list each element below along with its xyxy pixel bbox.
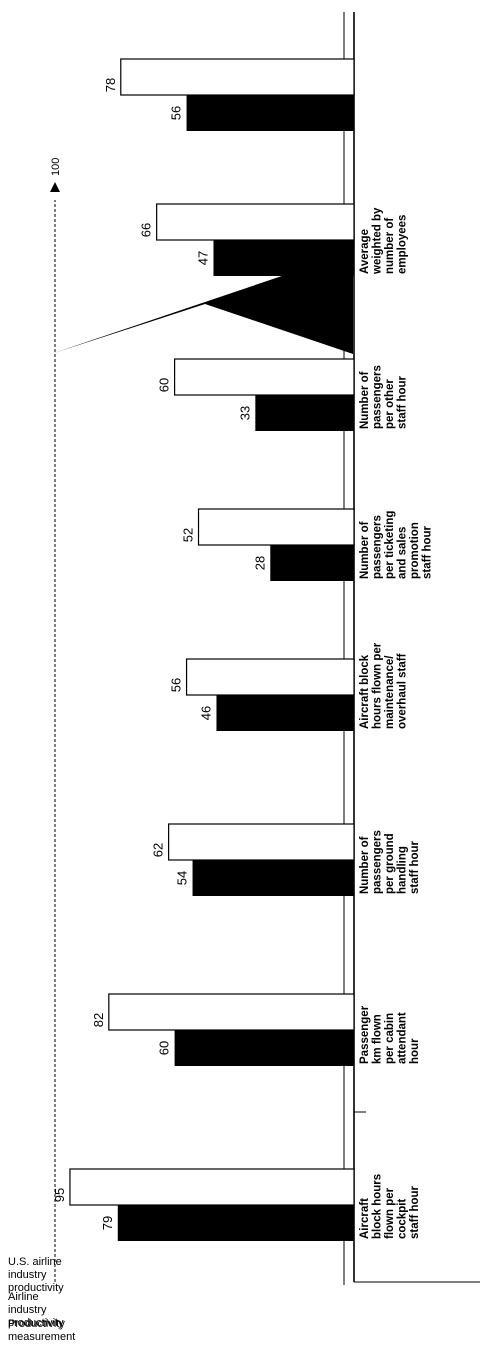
category-label-line: Number of: [359, 371, 371, 429]
data-label-us: 82: [91, 1013, 106, 1027]
bar-us-airline: [108, 993, 355, 1031]
category-label-line: overhaul staff: [397, 653, 409, 729]
data-label-us: 66: [139, 223, 154, 237]
row-label-us: U.S. airline industry productivity: [8, 1256, 78, 1295]
row-label-us-line: industry: [8, 1269, 47, 1281]
data-label-airline: 33: [237, 406, 252, 420]
bar-us-airline: [168, 823, 355, 861]
reference-label: 100: [50, 158, 62, 176]
bar-us-airline: [120, 58, 355, 96]
category-label-line: staff hour: [409, 840, 421, 894]
row-label-airline-line: productivity: [8, 1317, 64, 1329]
category-label-line: Average: [359, 229, 371, 274]
row-label-us-line: U.S. airline: [8, 1256, 62, 1268]
bar-us-airline: [185, 658, 355, 696]
category-label-line: attendant: [397, 1012, 409, 1064]
category-label-line: promotion: [409, 522, 421, 579]
data-label-us: 60: [157, 378, 172, 392]
category-label-line: hour: [409, 1038, 421, 1064]
row-label-us-line: productivity: [8, 1282, 64, 1294]
category-label-line: number of: [384, 218, 396, 274]
category-label-line: and sales: [397, 527, 409, 579]
group-separator-triangle: [51, 252, 353, 354]
category-label-line: maintenance/: [384, 655, 396, 729]
bar-airline-industry: [192, 860, 354, 896]
category-label-line: Passenger: [359, 1005, 371, 1064]
data-label-airline: 79: [100, 1216, 115, 1230]
data-label-airline: 60: [157, 1041, 172, 1055]
category-label-line: cockpit: [397, 1199, 409, 1239]
category-label-line: per ground: [384, 833, 396, 894]
category-label-line: hours flown per: [372, 642, 384, 729]
data-label-us: 78: [103, 78, 118, 92]
bar-airline-industry: [270, 545, 354, 581]
bar-us-airline: [69, 1168, 355, 1206]
row-label-measure-line: Productivity: [8, 1318, 65, 1330]
bar-airline-industry: [186, 95, 354, 131]
bar-us-airline: [174, 358, 355, 396]
data-label-airline: 28: [252, 556, 267, 570]
bar-airline-industry: [216, 695, 354, 731]
category-label-line: flown per: [384, 1187, 396, 1239]
data-label-us: 62: [151, 843, 166, 857]
bar-airline-industry: [117, 1205, 354, 1241]
category-label-line: weighted by: [372, 207, 384, 275]
category-label-line: employees: [397, 215, 409, 274]
category-label-line: Number of: [359, 521, 371, 579]
category-label-line: passengers: [372, 830, 384, 894]
category-label-line: per other: [384, 379, 396, 429]
data-label-airline: 54: [175, 871, 190, 885]
category-label-line: block hours: [372, 1174, 384, 1239]
data-label-airline: 46: [198, 706, 213, 720]
data-label-airline: 56: [169, 106, 184, 120]
category-label-line: staff hour: [397, 375, 409, 429]
category-label-line: per cabin: [384, 1013, 396, 1064]
row-label-measure: Productivity measurement: [8, 1318, 78, 1344]
category-label-line: staff hour: [409, 1185, 421, 1239]
category-label-line: km flown: [372, 1014, 384, 1064]
row-label-measure-line: measurement: [8, 1331, 76, 1343]
data-label-airline: 47: [195, 251, 210, 265]
category-label-line: handling: [397, 846, 409, 894]
bar-airline-industry: [213, 240, 354, 276]
row-label-airline: Airline industry productivity: [8, 1291, 78, 1330]
data-label-us: 52: [181, 528, 196, 542]
data-label-us: 56: [169, 678, 184, 692]
category-label-line: passengers: [372, 365, 384, 429]
bar-airline-industry: [174, 1030, 354, 1066]
bar-us-airline: [156, 203, 355, 241]
category-label-line: Aircraft: [359, 1198, 371, 1239]
category-label-line: passengers: [372, 515, 384, 579]
category-label-line: Number of: [359, 836, 371, 894]
category-label-line: Aircraft block: [359, 654, 371, 729]
reference-arrow: [50, 182, 60, 192]
category-label-line: per ticketing: [384, 511, 396, 579]
bar-airline-industry: [255, 395, 354, 431]
bar-us-airline: [197, 508, 355, 546]
category-label-line: staff hour: [422, 525, 434, 579]
data-label-us: 95: [52, 1188, 67, 1202]
row-label-airline-line: Airline industry: [8, 1291, 47, 1316]
